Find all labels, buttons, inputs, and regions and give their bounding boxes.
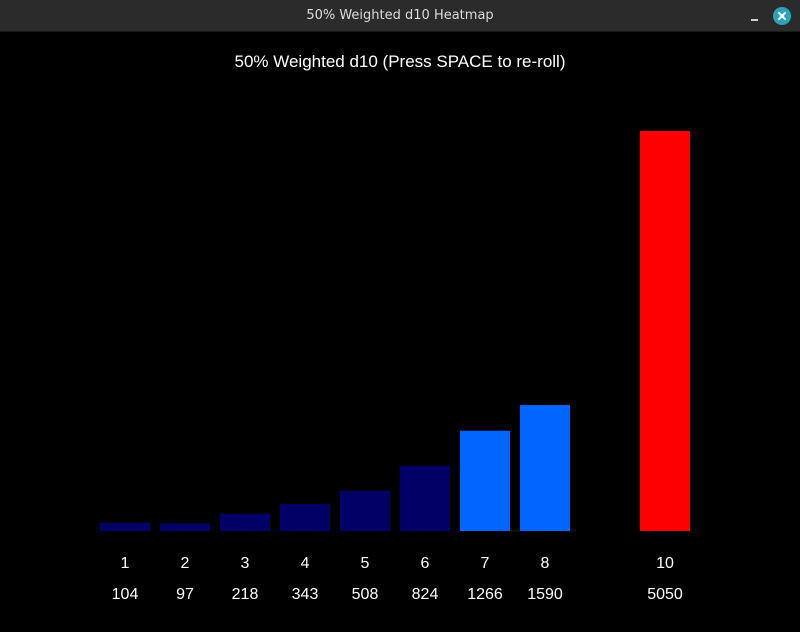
window-title: 50% Weighted d10 Heatmap [306, 8, 494, 23]
count-label-5: 508 [352, 586, 379, 603]
face-label-3: 3 [241, 555, 250, 572]
face-label-2: 2 [181, 555, 190, 572]
face-label-5: 5 [361, 555, 370, 572]
bar-face-4 [280, 503, 330, 531]
bar-face-7 [460, 430, 510, 531]
heatmap-canvas[interactable]: 50% Weighted d10 (Press SPACE to re-roll… [0, 32, 800, 632]
face-label-10: 10 [656, 555, 674, 572]
count-label-1: 104 [112, 586, 139, 603]
face-label-7: 7 [481, 555, 490, 572]
face-label-8: 8 [541, 555, 550, 572]
bar-face-3 [220, 513, 270, 531]
bar-face-5 [340, 490, 390, 531]
count-label-10: 5050 [647, 586, 683, 603]
title-bar[interactable]: 50% Weighted d10 Heatmap [0, 0, 800, 32]
face-label-1: 1 [121, 555, 130, 572]
bar-face-8 [520, 405, 570, 531]
bar-face-2 [160, 523, 210, 531]
count-label-6: 824 [412, 586, 439, 603]
count-label-3: 218 [232, 586, 259, 603]
count-label-8: 1590 [527, 586, 563, 603]
bar-chart: 1 104 2 97 3 218 4 343 5 508 6 824 7 1266 8 1590 10 5050 [100, 131, 690, 603]
count-label-2: 97 [176, 586, 194, 603]
minimize-button[interactable] [744, 6, 764, 26]
bar-face-10 [640, 131, 690, 531]
bar-face-1 [100, 522, 150, 531]
chart-heading: 50% Weighted d10 (Press SPACE to re-roll… [234, 52, 566, 71]
bar-face-6 [400, 465, 450, 531]
face-label-4: 4 [301, 555, 310, 572]
close-icon [773, 7, 791, 25]
count-label-7: 1266 [467, 586, 503, 603]
face-label-6: 6 [421, 555, 430, 572]
close-button[interactable] [773, 7, 791, 25]
count-label-4: 343 [292, 586, 319, 603]
